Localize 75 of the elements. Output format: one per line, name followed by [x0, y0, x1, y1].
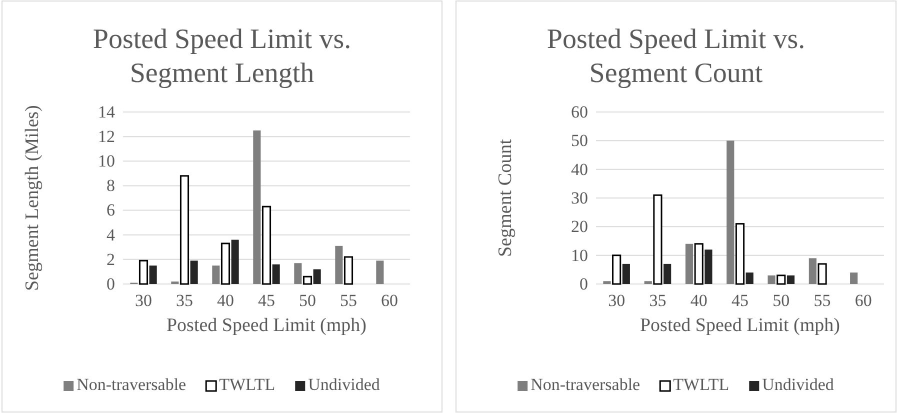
x-tick-label: 60 [854, 291, 872, 310]
y-tick-label: 14 [98, 102, 116, 122]
legend-label: Undivided [762, 375, 834, 394]
bar [149, 266, 157, 284]
y-tick-label: 0 [580, 274, 588, 294]
y-tick-label: 30 [571, 188, 588, 208]
bar [294, 263, 302, 284]
chart-title: Posted Speed Limit vs. Segment Count [546, 24, 806, 89]
x-tick-label: 35 [176, 291, 193, 310]
y-tick-label: 4 [106, 225, 116, 244]
bar [302, 276, 312, 285]
bar [808, 258, 816, 284]
y-tick-label: 0 [106, 274, 115, 294]
bar [735, 223, 745, 285]
bar [262, 206, 272, 285]
x-tick-label: 60 [381, 291, 398, 310]
bar [190, 260, 198, 284]
y-tick-label: 40 [571, 160, 588, 179]
x-axis-title: Posted Speed Limit (mph) [166, 315, 367, 336]
x-tick-label: 40 [217, 291, 234, 310]
y-tick-label: 12 [98, 127, 115, 146]
x-tick-label: 35 [649, 291, 666, 310]
y-tick-label: 60 [571, 102, 588, 122]
bar [850, 272, 858, 284]
x-tick-label: 30 [608, 291, 626, 310]
bar [818, 263, 827, 285]
x-tick-label: 45 [258, 291, 275, 310]
bar [768, 275, 776, 284]
y-axis-title: Segment Count [495, 138, 516, 257]
bar [664, 264, 672, 284]
legend-label: TWLTL [219, 375, 276, 394]
legend-label: TWLTL [673, 375, 730, 394]
bar [603, 281, 611, 284]
bar [644, 281, 652, 284]
bar [180, 175, 190, 285]
y-tick-label: 50 [571, 131, 588, 150]
bar [685, 244, 694, 284]
x-tick-label: 55 [340, 291, 357, 310]
x-tick-label: 40 [690, 291, 708, 310]
bar [726, 140, 734, 284]
chart-title: Posted Speed Limit vs. Segment Length [92, 24, 352, 89]
bar [231, 240, 239, 284]
x-tick-label: 50 [772, 291, 790, 310]
bar [344, 256, 354, 285]
x-tick-label: 30 [135, 291, 152, 310]
legend-label: Non-traversable [530, 375, 640, 394]
bar [272, 264, 280, 284]
legend-label: Undivided [308, 375, 380, 394]
y-tick-label: 6 [106, 200, 115, 220]
y-tick-label: 8 [106, 176, 115, 196]
bar [253, 130, 261, 284]
y-tick-label: 20 [571, 217, 588, 236]
bar [776, 274, 786, 285]
x-tick-label: 55 [814, 291, 831, 310]
bar [694, 243, 704, 285]
y-axis-title: Segment Length (Miles) [22, 105, 43, 291]
y-tick-label: 2 [106, 250, 115, 269]
legend-label: Non-traversable [76, 375, 186, 394]
bar [220, 242, 230, 285]
y-tick-label: 10 [98, 152, 115, 171]
x-axis-title: Posted Speed Limit (mph) [640, 315, 840, 336]
bar [376, 260, 384, 284]
bar [704, 250, 712, 284]
bar [335, 246, 343, 284]
y-tick-label: 10 [571, 246, 588, 265]
bar [653, 194, 662, 285]
bar [612, 254, 622, 285]
x-tick-label: 50 [299, 291, 316, 310]
bar [212, 266, 220, 284]
bar [138, 260, 148, 285]
bar [786, 275, 795, 284]
x-tick-label: 45 [732, 291, 748, 310]
bar [746, 272, 754, 284]
bar [622, 264, 630, 284]
bar [313, 269, 321, 284]
